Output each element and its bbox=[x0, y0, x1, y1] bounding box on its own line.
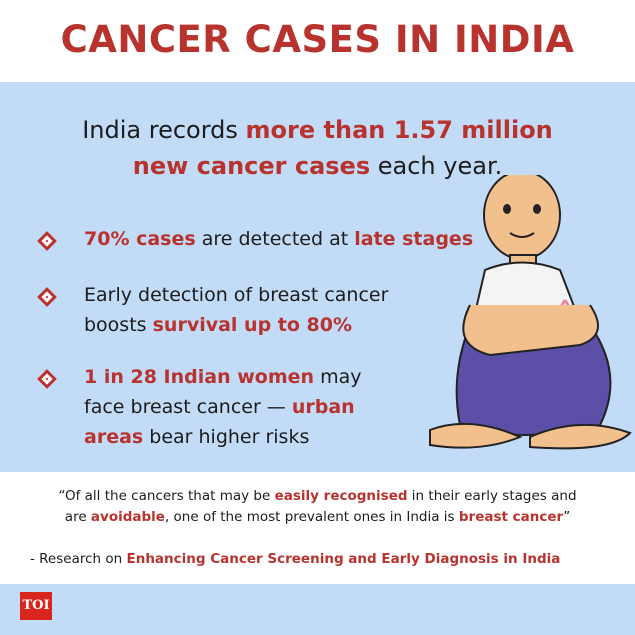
text: “Of all the cancers that may be bbox=[58, 488, 275, 504]
text-line: India records more than 1.57 million bbox=[0, 112, 635, 148]
highlight-text: late stages bbox=[354, 228, 474, 250]
text-line: new cancer cases each year. bbox=[0, 148, 635, 184]
highlight-text: easily recognised bbox=[274, 488, 408, 504]
highlight-text: breast cancer bbox=[458, 509, 564, 525]
text: in their early stages and bbox=[407, 488, 577, 504]
illustration bbox=[429, 175, 632, 450]
text: are bbox=[64, 509, 91, 525]
highlight-text: survival up to 80% bbox=[152, 314, 353, 336]
bullet: 1 in 28 Indian women may face breast canc… bbox=[84, 362, 361, 452]
text-line: areas bear higher risks bbox=[84, 422, 361, 452]
text: , one of the most prevalent ones in Indi… bbox=[164, 509, 459, 525]
quote: “Of all the cancers that may be easily r… bbox=[0, 486, 635, 528]
text: are detected at bbox=[195, 228, 355, 250]
header-band bbox=[0, 0, 635, 82]
text: ” bbox=[563, 509, 571, 525]
highlight-text: areas bbox=[84, 426, 144, 448]
highlight-text: more than 1.57 million bbox=[245, 116, 553, 144]
text-line: are avoidable, one of the most prevalent… bbox=[0, 507, 635, 528]
headline: India records more than 1.57 million new … bbox=[0, 112, 635, 184]
text-line: boosts survival up to 80% bbox=[84, 310, 388, 340]
text-line: 1 in 28 Indian women may bbox=[84, 362, 361, 392]
highlight-text: new cancer cases bbox=[132, 152, 371, 180]
text-line: 70% cases are detected at late stages bbox=[84, 224, 473, 254]
text: bear higher risks bbox=[143, 426, 310, 448]
text: Early detection of breast cancer bbox=[84, 284, 389, 306]
text-line: - Research on Enhancing Cancer Screening… bbox=[30, 549, 560, 570]
text: India records bbox=[82, 116, 246, 144]
logo: TOI bbox=[20, 592, 52, 620]
highlight-text: 1 in 28 Indian women bbox=[84, 366, 315, 388]
text-line: “Of all the cancers that may be easily r… bbox=[0, 486, 635, 507]
text: may bbox=[314, 366, 362, 388]
source: - Research on Enhancing Cancer Screening… bbox=[30, 549, 560, 570]
text: - Research on bbox=[30, 551, 127, 567]
bullet-icon bbox=[37, 287, 57, 307]
bullet-icon bbox=[37, 231, 57, 251]
text: face breast cancer — bbox=[84, 396, 292, 418]
highlight-text: Enhancing Cancer Screening and Early Dia… bbox=[126, 551, 561, 567]
bullet: Early detection of breast cancer boosts s… bbox=[84, 280, 388, 340]
text: boosts bbox=[84, 314, 153, 336]
quote-band bbox=[0, 472, 635, 584]
highlight-text: urban bbox=[291, 396, 355, 418]
text-line: face breast cancer — urban bbox=[84, 392, 361, 422]
text-line: Early detection of breast cancer bbox=[84, 280, 388, 310]
text: each year. bbox=[370, 152, 503, 180]
highlight-text: avoidable bbox=[90, 509, 165, 525]
bullet: 70% cases are detected at late stages bbox=[84, 224, 473, 254]
highlight-text: 70% cases bbox=[84, 228, 196, 250]
bullet-icon bbox=[37, 369, 57, 389]
title: CANCER CASES IN INDIA bbox=[60, 18, 575, 61]
